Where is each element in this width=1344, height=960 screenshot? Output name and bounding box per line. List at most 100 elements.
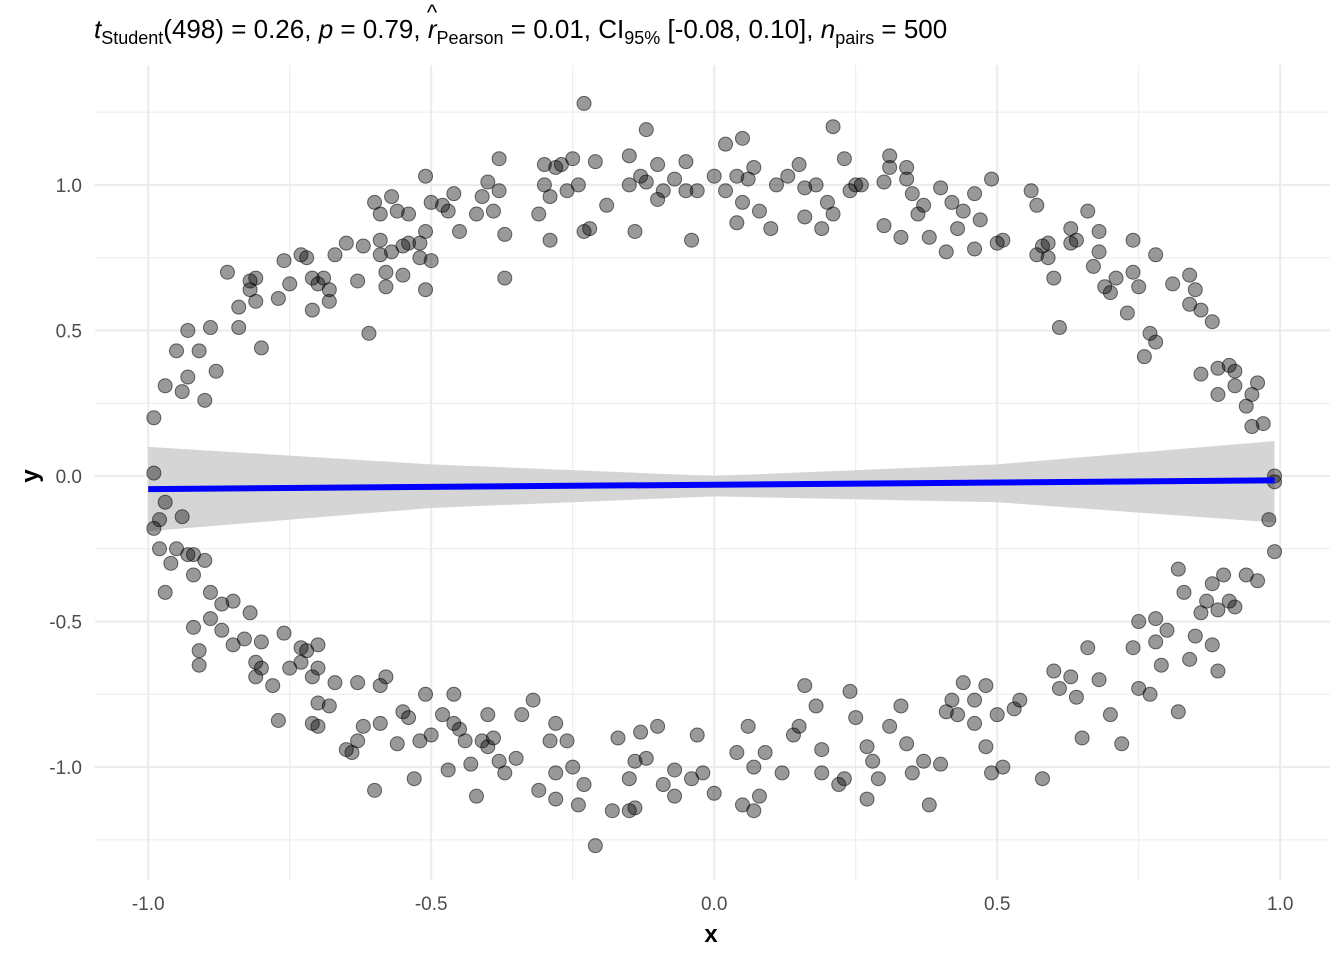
data-point (570, 797, 586, 813)
regression-line-path (148, 477, 1275, 493)
data-point (1170, 561, 1186, 577)
data-point (321, 282, 337, 298)
data-point (491, 183, 507, 199)
data-point (921, 229, 937, 245)
data-point (984, 171, 1000, 187)
data-point (418, 223, 434, 239)
data-point (457, 733, 473, 749)
data-point (746, 803, 762, 819)
data-point (1148, 247, 1164, 263)
data-point (1046, 270, 1062, 286)
data-point (310, 695, 326, 711)
data-point (967, 186, 983, 202)
data-point (463, 756, 479, 772)
r-value: = 0.01, CI (503, 14, 625, 44)
data-point (480, 707, 496, 723)
data-point (423, 253, 439, 269)
data-point (191, 657, 207, 673)
points (146, 95, 1283, 854)
data-point (372, 715, 388, 731)
tick-labels: -1.0 -0.5 0.0 0.5 1.0 -1.0 -0.5 0.0 0.5 1.0 (49, 176, 1293, 915)
data-point (1131, 614, 1147, 630)
data-point (899, 159, 915, 175)
data-point (321, 293, 337, 309)
data-point (248, 654, 264, 670)
data-point (791, 157, 807, 173)
data-point (548, 715, 564, 731)
data-point (1199, 593, 1215, 609)
data-point (350, 273, 366, 289)
data-point (231, 320, 247, 336)
data-point (452, 223, 468, 239)
data-point (1080, 203, 1096, 219)
data-point (559, 733, 575, 749)
data-point (372, 206, 388, 222)
data-point (1034, 771, 1050, 787)
y-tick-label: 1.0 (56, 176, 82, 197)
data-point (157, 378, 173, 394)
n-symbol: n (820, 14, 836, 44)
data-point (1187, 282, 1203, 298)
data-point (587, 838, 603, 854)
data-point (633, 724, 649, 740)
data-point (304, 302, 320, 318)
gridlines (95, 65, 1330, 880)
data-point (378, 669, 394, 685)
data-point (418, 686, 434, 702)
data-point (808, 177, 824, 193)
data-point (485, 203, 501, 219)
data-point (967, 715, 983, 731)
data-point (485, 730, 501, 746)
data-point (678, 154, 694, 170)
data-point (338, 235, 354, 251)
data-point (763, 221, 779, 237)
data-point (751, 788, 767, 804)
data-point (202, 320, 218, 336)
data-point (621, 177, 637, 193)
data-point (706, 168, 722, 184)
data-point (1046, 663, 1062, 679)
data-point (157, 584, 173, 600)
data-point (916, 753, 932, 769)
data-point (882, 159, 898, 175)
data-point (440, 762, 456, 778)
data-point (836, 151, 852, 167)
data-point (1108, 270, 1124, 286)
data-point (548, 791, 564, 807)
data-point (706, 785, 722, 801)
x-tick-label: 0.5 (984, 894, 1010, 915)
data-point (667, 788, 683, 804)
data-point (361, 325, 377, 341)
data-point (276, 253, 292, 269)
data-point (412, 250, 428, 266)
data-point (446, 715, 462, 731)
data-point (1125, 264, 1141, 280)
y-tick-label: 0.0 (56, 467, 82, 488)
data-point (372, 232, 388, 248)
t-symbol: t (94, 14, 102, 44)
data-point (785, 727, 801, 743)
data-point (1176, 584, 1192, 600)
data-point (825, 206, 841, 222)
data-point (1051, 680, 1067, 696)
data-point (1227, 599, 1243, 615)
data-point (627, 223, 643, 239)
r-hat-symbol: r (427, 0, 437, 45)
data-point (1040, 235, 1056, 251)
data-point (276, 625, 292, 641)
data-point (497, 765, 513, 781)
data-point (1216, 567, 1232, 583)
data-point (327, 247, 343, 263)
data-point (514, 707, 530, 723)
data-point (423, 727, 439, 743)
data-point (304, 669, 320, 685)
data-point (729, 215, 745, 231)
data-point (497, 270, 513, 286)
data-point (1227, 378, 1243, 394)
data-point (446, 686, 462, 702)
data-point (180, 369, 196, 385)
data-point (180, 322, 196, 338)
data-point (627, 800, 643, 816)
data-point (310, 718, 326, 734)
data-point (570, 177, 586, 193)
